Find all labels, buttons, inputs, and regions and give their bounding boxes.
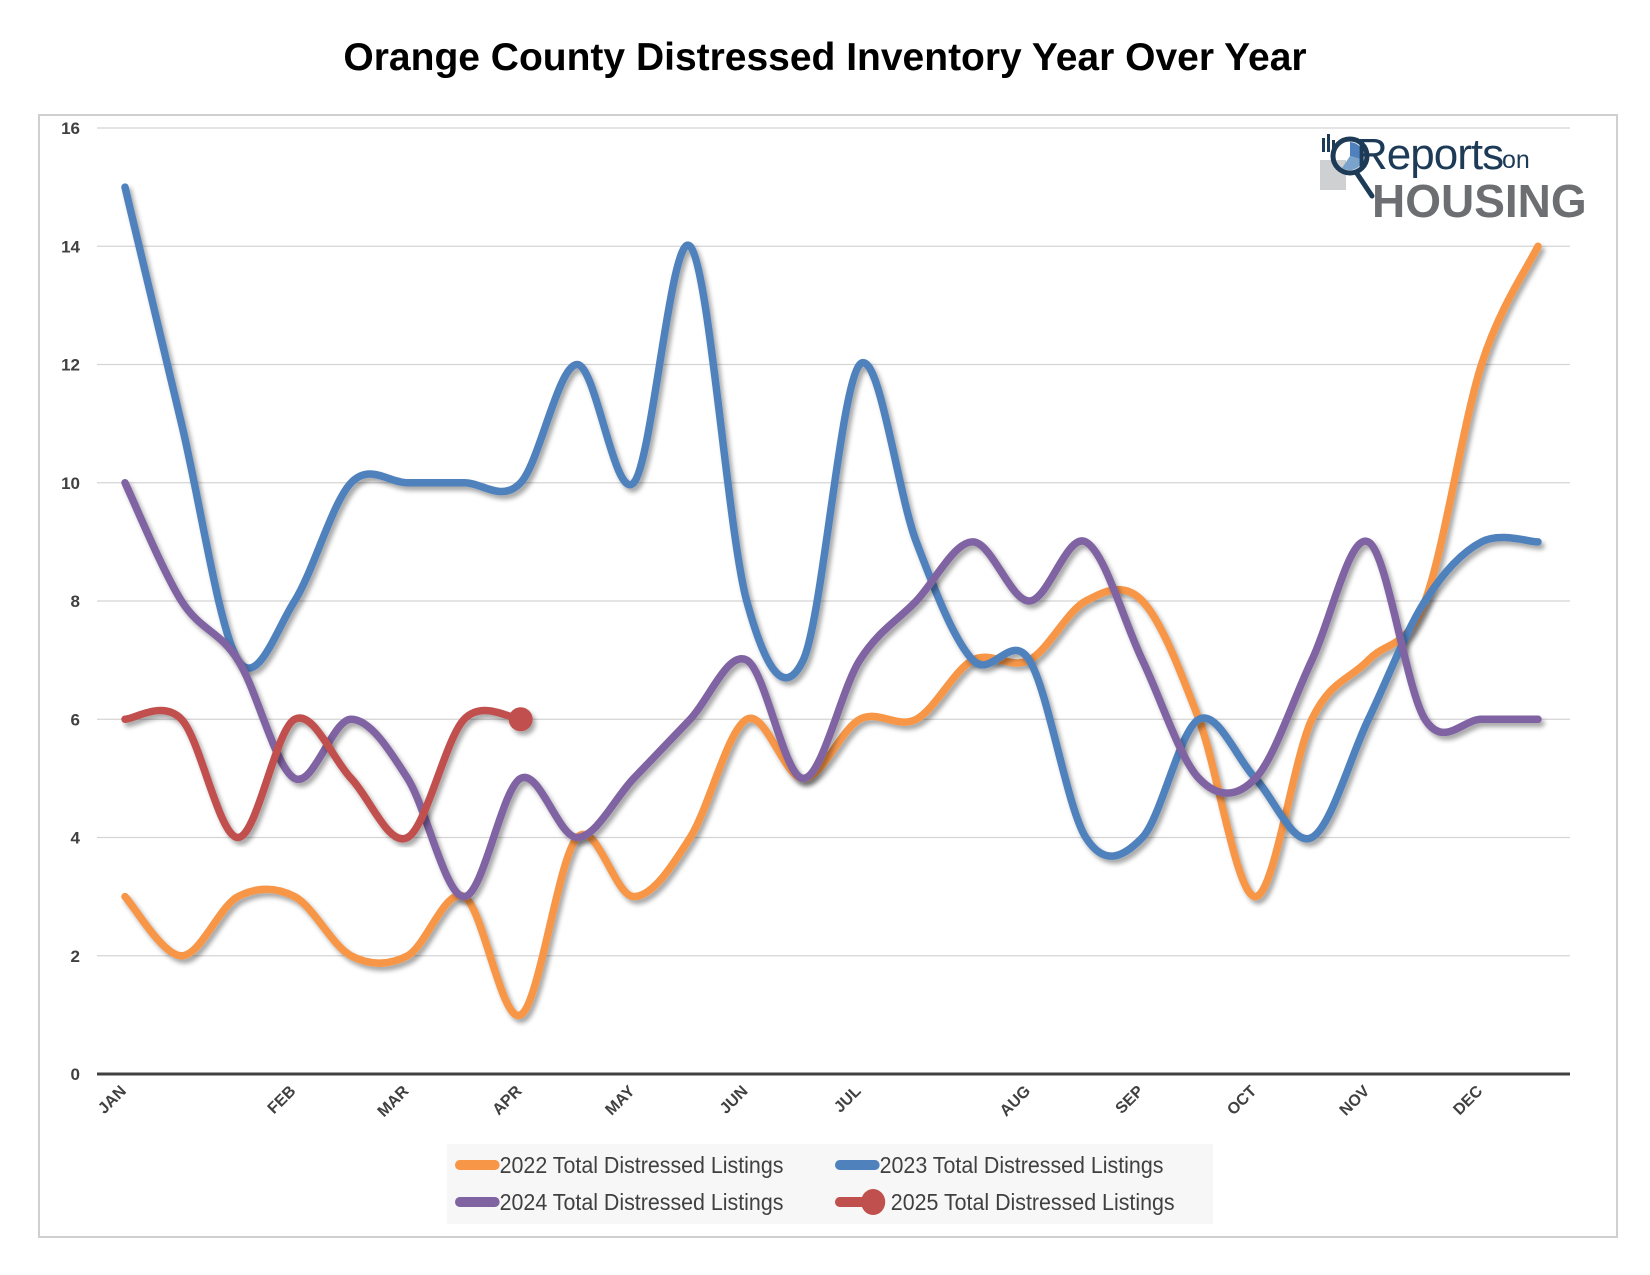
legend-item-2025[interactable]: 2025 Total Distressed Listings <box>835 1185 1175 1219</box>
y-tick-label: 0 <box>71 1065 80 1084</box>
x-tick-label: OCT <box>1224 1083 1260 1119</box>
series-line <box>121 706 525 843</box>
series-2024 <box>121 479 1542 901</box>
logo-reports-text: Reports <box>1356 130 1504 179</box>
legend-label: 2023 Total Distressed Listings <box>879 1151 1164 1178</box>
legend-marker-icon <box>861 1189 886 1215</box>
legend-swatch-2025 <box>835 1189 886 1215</box>
series-2022 <box>121 242 1542 1019</box>
x-tick-label: MAY <box>602 1083 638 1119</box>
legend-item-2024[interactable]: 2024 Total Distressed Listings <box>455 1185 783 1219</box>
legend-swatch-2023 <box>835 1160 880 1170</box>
x-tick-label: APR <box>490 1082 526 1118</box>
logo-housing-text: HOUSING <box>1372 175 1587 227</box>
series-line <box>121 479 1542 901</box>
x-tick-label: FEB <box>265 1083 300 1118</box>
x-tick-label: JUL <box>831 1083 865 1117</box>
y-tick-label: 2 <box>71 947 80 966</box>
x-tick-label: MAR <box>375 1082 413 1120</box>
series-2023 <box>121 183 1542 860</box>
chart-legend: 2022 Total Distressed Listings 2023 Tota… <box>447 1144 1213 1224</box>
legend-item-2023[interactable]: 2023 Total Distressed Listings <box>835 1148 1163 1182</box>
x-axis-ticks: JAN FEB MAR APR MAY JUN JUL AUG SEP OCT NOV DEC <box>95 1082 1486 1120</box>
x-tick-label: NOV <box>1337 1083 1374 1120</box>
x-tick-label: JUN <box>717 1083 752 1118</box>
legend-label: 2025 Total Distressed Listings <box>890 1188 1175 1215</box>
series-line <box>121 183 1542 860</box>
last-point-marker <box>508 707 533 732</box>
x-tick-label: DEC <box>1450 1082 1486 1118</box>
logo-on-text: on <box>1502 146 1530 174</box>
logo-magnifier-icon <box>1320 134 1375 199</box>
x-tick-label: SEP <box>1113 1083 1148 1118</box>
legend-swatch-2022 <box>455 1160 500 1170</box>
series-line <box>121 242 1542 1019</box>
x-tick-label: AUG <box>997 1083 1034 1120</box>
y-axis-ticks: 0 2 4 6 8 10 12 14 16 <box>61 119 80 1084</box>
chart-title: Orange County Distressed Inventory Year … <box>343 36 1307 79</box>
y-tick-label: 16 <box>61 119 80 138</box>
y-tick-label: 14 <box>61 237 80 256</box>
y-tick-label: 6 <box>71 710 80 729</box>
legend-item-2022[interactable]: 2022 Total Distressed Listings <box>455 1148 783 1182</box>
series-lines <box>121 183 1542 1019</box>
y-tick-label: 8 <box>71 592 80 611</box>
legend-label: 2022 Total Distressed Listings <box>499 1151 784 1178</box>
x-tick-label: JAN <box>95 1083 130 1118</box>
y-tick-label: 4 <box>71 829 81 848</box>
series-2025 <box>121 706 533 843</box>
y-tick-label: 10 <box>61 474 80 493</box>
legend-swatch-2024 <box>455 1197 500 1207</box>
reports-on-housing-logo: Reports on HOUSING <box>1320 130 1595 230</box>
y-tick-label: 12 <box>61 356 80 375</box>
chart-frame <box>38 114 1618 1238</box>
legend-label: 2024 Total Distressed Listings <box>499 1188 784 1215</box>
